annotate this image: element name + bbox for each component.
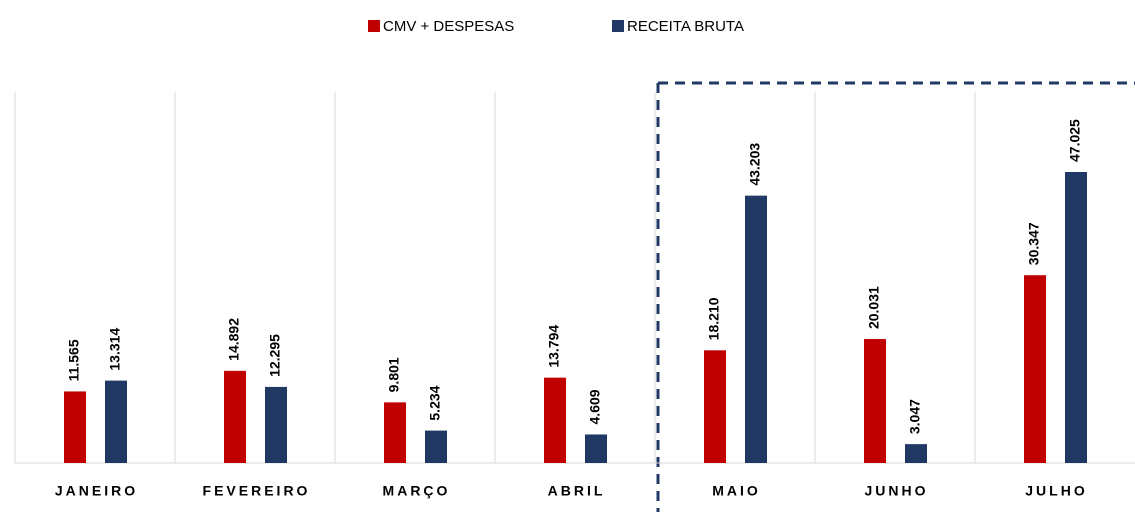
data-label: 12.295 [267, 334, 283, 377]
bar [544, 377, 566, 463]
data-label: 11.565 [66, 339, 82, 381]
data-label: 18.210 [706, 297, 722, 340]
bar [64, 391, 86, 463]
bar [1024, 275, 1046, 463]
legend-label: CMV + DESPESAS [383, 18, 514, 35]
bar [224, 370, 246, 463]
bar [864, 339, 886, 463]
bar [905, 444, 927, 463]
data-label: 30.347 [1026, 222, 1042, 265]
data-label: 14.892 [226, 318, 242, 361]
legend-swatch [612, 20, 624, 32]
legend-label: RECEITA BRUTA [627, 18, 744, 35]
data-label: 4.609 [587, 389, 603, 424]
x-tick-label: MAIO [712, 483, 761, 499]
x-tick-label: MARÇO [383, 483, 451, 499]
bar [105, 380, 127, 463]
bar [384, 402, 406, 463]
data-label: 3.047 [907, 399, 923, 434]
x-tick-label: FEVEREIRO [203, 483, 311, 499]
data-label: 13.794 [546, 325, 562, 368]
legend-swatch [368, 20, 380, 32]
data-label: 47.025 [1067, 119, 1083, 162]
bar [425, 430, 447, 463]
data-label: 20.031 [866, 286, 882, 329]
highlight-box [656, 81, 1135, 512]
bar [265, 386, 287, 463]
data-label: 9.801 [386, 357, 402, 392]
bar [585, 434, 607, 463]
bar [1065, 172, 1087, 463]
bar [704, 350, 726, 463]
x-tick-label: JANEIRO [55, 483, 138, 499]
data-label: 5.234 [427, 385, 443, 420]
data-label: 13.314 [107, 328, 123, 371]
x-tick-label: JUNHO [864, 483, 928, 499]
data-label: 43.203 [747, 143, 763, 186]
bar [745, 195, 767, 463]
x-tick-label: ABRIL [548, 483, 606, 499]
x-tick-label: JULHO [1025, 483, 1087, 499]
